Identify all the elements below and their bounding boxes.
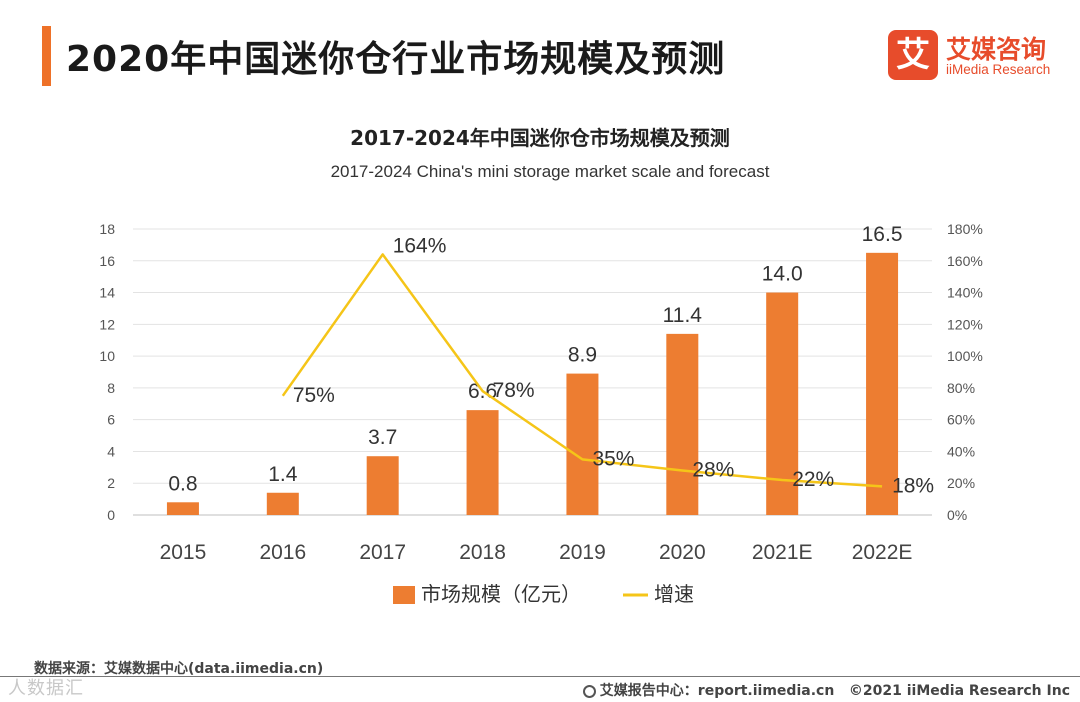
y-left-tick-label: 10 (99, 348, 115, 364)
data-source: 数据来源：艾媒数据中心(data.iimedia.cn) (34, 661, 324, 677)
y-left-tick-label: 0 (107, 507, 115, 523)
globe-icon (582, 685, 596, 698)
x-tick-label: 2015 (160, 541, 207, 564)
y-right-tick-label: 180% (947, 221, 983, 237)
bar-value-label: 8.9 (568, 344, 597, 367)
y-left-tick-label: 4 (107, 443, 115, 459)
legend-line-label: 增速 (654, 582, 694, 606)
line-value-label: 75% (293, 384, 335, 407)
bar (666, 333, 699, 515)
x-tick-label: 2018 (459, 541, 506, 564)
y-right-tick-label: 80% (947, 380, 975, 396)
copyright: ©2021 iiMedia Research Inc (848, 683, 1070, 699)
bar (866, 252, 899, 516)
y-right-tick-label: 20% (947, 475, 975, 491)
x-tick-label: 2016 (259, 541, 306, 564)
x-tick-label: 2020 (659, 541, 706, 564)
legend-bar-label: 市场规模（亿元） (421, 582, 581, 606)
bar-value-label: 0.8 (168, 472, 197, 495)
y-right-tick-label: 140% (947, 285, 983, 301)
line-value-label: 35% (592, 447, 634, 470)
y-right-tick-label: 0% (947, 507, 967, 523)
bar-value-label: 11.4 (663, 304, 703, 327)
line-value-label: 22% (792, 468, 834, 491)
bar-value-label: 3.7 (368, 426, 397, 449)
bar (366, 456, 399, 515)
y-left-tick-label: 16 (99, 253, 115, 269)
report-site: 艾媒报告中心：report.iimedia.cn (599, 683, 835, 699)
x-tick-label: 2022E (852, 541, 913, 564)
footer-divider (0, 676, 1080, 677)
x-tick-label: 2019 (559, 541, 606, 564)
y-left-tick-label: 12 (99, 316, 115, 332)
logo-name-cn: 艾媒咨询 (946, 35, 1047, 64)
line-value-label: 28% (692, 459, 734, 482)
bar-value-label: 1.4 (268, 463, 298, 486)
line-value-label: 164% (393, 234, 447, 257)
y-left-tick-label: 14 (99, 285, 115, 301)
x-tick-label: 2017 (359, 541, 406, 564)
watermark: 人数据汇 (8, 678, 84, 699)
x-tick-label: 2021E (752, 541, 813, 564)
growth-line (281, 253, 883, 488)
y-left-tick-label: 8 (107, 380, 115, 396)
page-title: 2020年中国迷你仓行业市场规模及预测 (66, 39, 726, 80)
bar-value-label: 16.5 (862, 223, 903, 246)
bar (466, 410, 499, 515)
logo-name-en: iiMedia Research (946, 62, 1051, 77)
chart-title: 2017-2024年中国迷你仓市场规模及预测 (350, 126, 730, 150)
bar-value-label: 14.0 (762, 263, 803, 286)
y-right-tick-label: 40% (947, 443, 975, 459)
y-right-tick-label: 160% (947, 253, 983, 269)
bar (566, 373, 599, 515)
chart-subtitle: 2017-2024 China's mini storage market sc… (330, 162, 770, 181)
y-right-tick-label: 100% (947, 348, 983, 364)
bar (266, 492, 299, 515)
footer-info: 艾媒报告中心：report.iimedia.cn ©2021 iiMedia R… (582, 680, 1070, 700)
y-left-tick-label: 2 (107, 475, 115, 491)
y-left-tick-label: 18 (99, 221, 115, 237)
legend-bar-swatch (393, 586, 415, 604)
title-accent-bar (42, 26, 51, 86)
brand-logo: 艾 艾媒咨询 iiMedia Research (888, 30, 1063, 82)
line-value-label: 78% (493, 379, 535, 402)
bar (166, 502, 199, 515)
line-value-label: 18% (892, 474, 934, 497)
logo-mark-icon: 艾 (888, 30, 938, 80)
y-right-tick-label: 60% (947, 412, 975, 428)
y-left-tick-label: 6 (107, 412, 115, 428)
y-right-tick-label: 120% (947, 316, 983, 332)
